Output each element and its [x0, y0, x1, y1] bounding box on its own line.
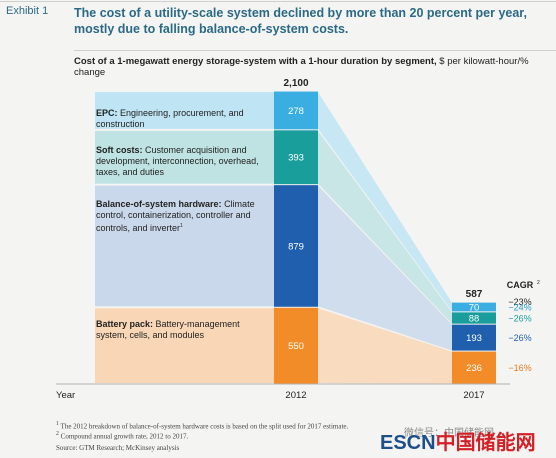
band-battery	[95, 308, 274, 383]
watermark-cn: 中国储能网	[435, 432, 536, 454]
segment-desc-epc: Engineering, procurement, and constructi…	[96, 108, 244, 129]
value-label-2017-bos: 193	[466, 333, 482, 344]
x-tick-2017: 2017	[463, 390, 484, 401]
segment-name-soft: Soft costs:	[96, 145, 143, 155]
segment-desc-bos: Climate control, containerization, contr…	[96, 199, 255, 233]
value-label-2012-epc: 278	[288, 106, 304, 117]
segment-name-bos: Balance-of-system hardware:	[96, 199, 222, 209]
flow-soft	[318, 130, 452, 324]
band-epc	[95, 92, 274, 129]
cagr-epc: −24%	[508, 302, 531, 312]
bar-2017-battery	[452, 351, 496, 384]
segment-label-soft: Soft costs: Customer acquisition and dev…	[96, 145, 271, 178]
cagr-soft: −26%	[508, 314, 531, 324]
x-axis-label: Year	[56, 390, 75, 401]
band-bos	[95, 185, 274, 307]
value-label-2012-bos: 879	[288, 241, 304, 252]
sub-rule	[74, 50, 556, 51]
value-label-2012-battery: 550	[288, 341, 304, 352]
top-rule	[0, 1, 556, 2]
total-label-2017: 587	[466, 289, 483, 300]
segment-desc-soft: Customer acquisition and development, in…	[96, 145, 259, 177]
flow-battery	[318, 308, 452, 384]
band-soft	[95, 130, 274, 184]
segment-label-epc: EPC: Engineering, procurement, and const…	[96, 108, 266, 130]
bar-2012-epc	[274, 91, 318, 130]
cagr-battery: −16%	[508, 363, 531, 373]
segment-label-bos: Balance-of-system hardware: Climate cont…	[96, 199, 255, 233]
headline: The cost of a utility-scale system decli…	[74, 6, 527, 36]
cagr-header: CAGR	[507, 280, 534, 290]
watermark: ESCN中国储能网	[380, 426, 536, 455]
watermark-brand: ESCN	[380, 432, 436, 454]
value-label-2017-battery: 236	[466, 363, 482, 374]
value-label-2017-soft: 88	[469, 314, 480, 325]
bar-2012-battery	[274, 307, 318, 384]
segment-label-battery: Battery pack: Battery-management system,…	[96, 319, 268, 341]
bar-2017-bos	[452, 324, 496, 351]
cagr-total: −23%	[508, 297, 531, 307]
flow-epc	[318, 92, 452, 312]
segment-name-epc: EPC:	[96, 108, 118, 118]
bar-2017-epc	[452, 302, 496, 312]
total-label-2012: 2,100	[283, 78, 308, 89]
bar-2012-soft	[274, 130, 318, 185]
x-tick-2012: 2012	[285, 390, 306, 401]
footnote-2: 2 Compound annual growth rate, 2012 to 2…	[56, 431, 189, 441]
chart-title-main: Cost of a 1-megawatt energy storage-syst…	[74, 56, 437, 67]
value-label-2017-epc: 70	[469, 302, 480, 313]
value-label-2012-soft: 393	[288, 153, 304, 164]
cagr-bos: −26%	[508, 333, 531, 343]
bar-2017-soft	[452, 312, 496, 324]
cagr-footnote-mark: 2	[537, 280, 540, 286]
segment-desc-battery: Battery-management system, cells, and mo…	[96, 319, 240, 340]
source-note: Source: GTM Research; McKinsey analysis	[56, 444, 180, 452]
bar-2012-bos	[274, 185, 318, 307]
segment-name-battery: Battery pack:	[96, 319, 154, 329]
footnote-1: 1 The 2012 breakdown of balance-of-syste…	[56, 421, 349, 431]
chart-title-unit: $ per kilowatt-hour/% change	[74, 56, 529, 78]
exhibit-label: Exhibit 1	[6, 5, 49, 17]
flow-bos	[318, 185, 452, 351]
watermark-small: 微信号：中国储能网	[404, 428, 494, 439]
chart-title: Cost of a 1-megawatt energy storage-syst…	[74, 56, 554, 78]
